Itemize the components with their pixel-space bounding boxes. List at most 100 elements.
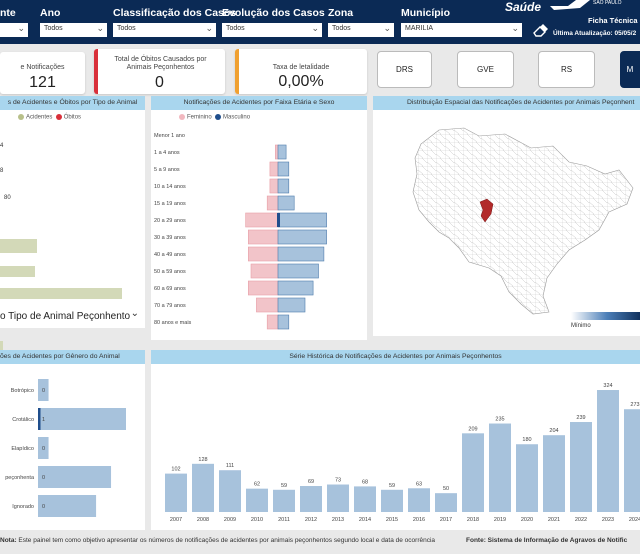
serie-bar[interactable] [597,390,619,512]
ficha-tecnica-link[interactable]: Ficha Técnica d [588,16,640,25]
filter-select[interactable]: MARILIA ⌄ [401,23,522,37]
filter-select[interactable]: Todos ⌄ [40,23,107,37]
genero-bar[interactable] [38,408,126,430]
female-bar[interactable] [248,229,279,245]
male-bar[interactable] [277,212,327,228]
serie-value-label: 111 [226,463,234,469]
female-bar[interactable] [256,297,279,313]
tipo-bar[interactable] [0,239,37,253]
serie-bar[interactable] [408,488,430,512]
legend-dot-icon [18,114,24,120]
chevron-down-icon: ⌄ [311,23,319,33]
genero-bar[interactable] [38,437,49,459]
legend-label: Óbitos [63,114,82,121]
female-bar[interactable] [250,263,279,279]
filter-select[interactable]: Todos ⌄ [222,23,322,37]
drs-button[interactable]: DRS [377,51,432,88]
kpi-card-notificacoes: e Notificações 121 [0,52,85,94]
genero-bar-chart: Botrópico 0 Crotálico 1 Elapídico 0 peçonhenta… [5,379,126,517]
male-bar[interactable] [277,314,290,330]
filter-label: Classificação dos Casos [113,7,237,19]
female-bar[interactable] [248,246,279,262]
filter-ano[interactable]: Ano Todos ⌄ [40,0,107,44]
age-label: 20 a 29 anos [154,218,186,224]
male-bar[interactable] [277,178,290,194]
filter-classificacao[interactable]: Classificação dos Casos Todos ⌄ [113,0,236,44]
legend-dot-icon [55,114,62,120]
serie-bar[interactable] [165,473,187,512]
filter-select[interactable]: Todos ⌄ [113,23,216,37]
female-bar[interactable] [269,178,279,194]
age-label: 40 a 49 anos [154,252,186,258]
rs-button[interactable]: RS [538,51,595,88]
panel-faixa-etaria: Notificações de Acidentes por Faixa Etár… [151,96,367,340]
female-bar[interactable] [275,144,279,160]
serie-value-label: 209 [468,426,477,432]
filter-select[interactable]: Todos ⌄ [328,23,394,37]
filter-municipio[interactable]: Município MARILIA ⌄ [401,0,522,44]
serie-bar[interactable] [327,484,349,512]
female-bar[interactable] [266,314,279,330]
genero-bar[interactable] [38,466,112,488]
male-bar[interactable] [277,263,319,279]
serie-bar[interactable] [219,470,241,512]
filter-nte[interactable]: nte ⌄ [0,0,28,44]
female-bar[interactable] [245,212,279,228]
serie-value-label: 59 [281,483,287,489]
serie-year-label: 2010 [251,517,263,523]
gve-button[interactable]: GVE [457,51,514,88]
kpi-value: 0 [155,74,164,91]
genero-label: Elapídico [11,446,34,452]
male-bar[interactable] [277,280,314,296]
filter-evolucao[interactable]: Evolução dos Casos Todos ⌄ [222,0,325,44]
tipo-bar[interactable] [0,266,35,277]
serie-bar[interactable] [489,423,511,512]
serie-bar[interactable] [570,422,592,512]
serie-bar[interactable] [516,444,538,512]
serie-value-label: 128 [198,457,207,463]
eraser-icon[interactable] [532,24,548,38]
female-bar[interactable] [248,280,279,296]
tipo-bar-label: 4 [0,143,4,149]
kpi-value: 0,00% [278,73,324,90]
legend: Acidentes Óbitos [18,114,81,121]
serie-bar[interactable] [354,486,376,512]
age-label: 30 a 39 anos [154,235,186,241]
filter-select[interactable]: ⌄ [0,23,28,37]
male-bar[interactable] [277,229,327,245]
genero-value: 0 [42,504,45,510]
serie-bar[interactable] [246,488,268,512]
legend: Feminino Masculino [179,114,250,121]
chevron-down-icon[interactable]: ⌄ [130,308,139,319]
genero-bar[interactable] [38,495,97,517]
accent-bar [94,49,98,94]
filter-zona[interactable]: Zona Todos ⌄ [328,0,394,44]
serie-value-label: 324 [603,383,612,389]
female-bar[interactable] [269,161,279,177]
serie-bar[interactable] [273,489,295,512]
male-bar[interactable] [277,144,287,160]
male-bar[interactable] [277,297,306,313]
serie-year-label: 2008 [197,517,209,523]
age-label: 50 a 59 anos [154,269,186,275]
serie-bar[interactable] [300,486,322,512]
tipo-bar[interactable] [0,288,122,299]
serie-bar[interactable] [381,489,403,512]
serie-bar[interactable] [462,433,484,512]
female-bar[interactable] [266,195,279,211]
genero-bar[interactable] [38,379,49,401]
municipio-button[interactable]: M [620,51,640,88]
serie-bar[interactable] [624,409,640,512]
male-bar[interactable] [277,195,295,211]
male-bar[interactable] [277,246,325,262]
filter-label: Evolução dos Casos [222,7,325,19]
serie-year-label: 2012 [305,517,317,523]
serie-bar[interactable] [192,463,214,512]
serie-bar[interactable] [543,435,565,512]
highlighted-municipio[interactable] [479,198,494,223]
tipo-bar[interactable] [0,341,3,352]
sao-paulo-map[interactable] [409,126,639,316]
serie-value-label: 180 [522,437,531,443]
male-bar[interactable] [277,161,290,177]
serie-bar[interactable] [435,493,457,512]
